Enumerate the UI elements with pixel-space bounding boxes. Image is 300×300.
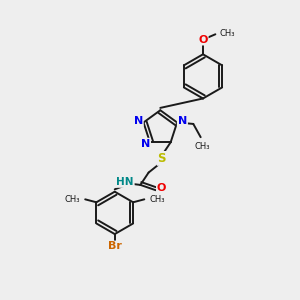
Text: Br: Br [108,242,122,251]
Text: N: N [141,139,150,149]
Text: O: O [157,183,166,193]
Text: CH₃: CH₃ [64,195,80,204]
Text: N: N [178,116,187,126]
Text: S: S [158,152,166,165]
Text: CH₃: CH₃ [194,142,210,152]
Text: O: O [198,34,208,45]
Text: N: N [134,116,143,126]
Text: CH₃: CH₃ [150,195,165,204]
Text: HN: HN [116,177,134,187]
Text: CH₃: CH₃ [219,28,235,38]
